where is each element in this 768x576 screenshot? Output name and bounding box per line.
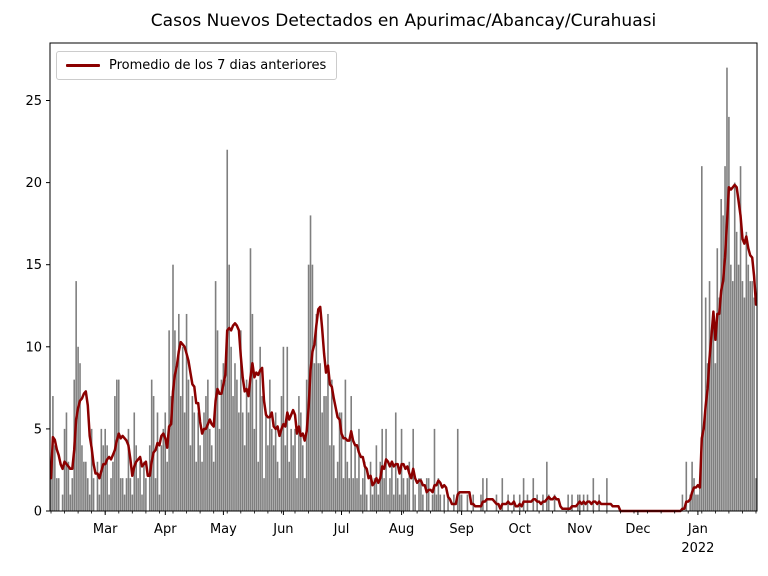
svg-text:May: May — [210, 522, 237, 537]
svg-text:Dec: Dec — [625, 522, 650, 537]
svg-text:25: 25 — [25, 94, 42, 109]
legend-label: Promedio de los 7 dias anteriores — [109, 58, 327, 73]
svg-text:Jul: Jul — [333, 522, 350, 537]
legend-line-icon — [66, 64, 100, 67]
legend: Promedio de los 7 dias anteriores — [56, 51, 338, 80]
svg-text:Jun: Jun — [272, 522, 293, 537]
svg-text:0: 0 — [34, 505, 42, 520]
svg-text:Apr: Apr — [154, 522, 177, 537]
svg-text:Jan: Jan — [687, 522, 708, 537]
svg-text:Mar: Mar — [93, 522, 118, 537]
svg-text:Aug: Aug — [389, 522, 414, 537]
svg-text:20: 20 — [25, 176, 42, 191]
svg-text:Nov: Nov — [567, 522, 593, 537]
chart-title: Casos Nuevos Detectados en Apurimac/Aban… — [150, 11, 657, 31]
svg-text:Sep: Sep — [449, 522, 474, 537]
svg-text:5: 5 — [34, 422, 42, 437]
svg-text:Oct: Oct — [508, 522, 530, 537]
svg-text:15: 15 — [25, 258, 42, 273]
svg-text:2022: 2022 — [681, 541, 714, 556]
svg-text:10: 10 — [25, 340, 42, 355]
